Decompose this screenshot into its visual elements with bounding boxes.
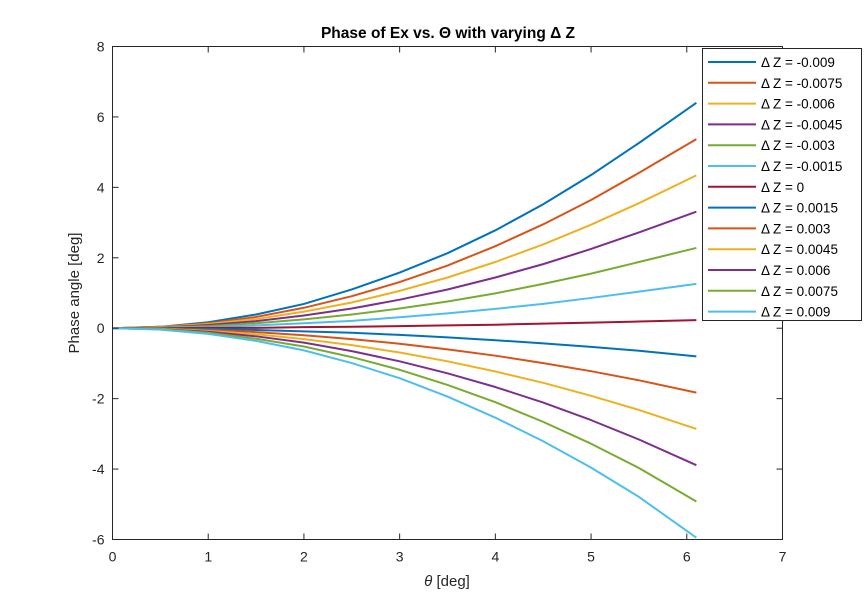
legend-label-8: Δ Z = 0.003 [761, 221, 830, 236]
x-axis-label-symbol: θ [424, 573, 432, 590]
y-tick-label: -2 [92, 391, 105, 407]
series-line-6 [112, 319, 697, 330]
y-tick-label: 4 [97, 179, 105, 195]
series-line-7 [112, 327, 697, 358]
x-axis-label: θ [deg] [424, 573, 470, 590]
series-line-10 [112, 327, 697, 467]
y-tick-label: -6 [92, 532, 105, 548]
series-line-4 [112, 246, 697, 330]
legend-label-2: Δ Z = -0.006 [761, 97, 835, 112]
x-axis: 0 1 2 3 4 5 6 7 [109, 46, 787, 565]
series-line-2 [112, 174, 697, 330]
legend: Δ Z = -0.009 Δ Z = -0.0075 Δ Z = -0.006 Δ Z… [702, 48, 862, 321]
legend-label-1: Δ Z = -0.0075 [761, 76, 842, 91]
series-line-11 [112, 327, 697, 503]
legend-label-9: Δ Z = 0.0045 [761, 242, 838, 257]
series-line-3 [112, 210, 697, 330]
legend-label-11: Δ Z = 0.0075 [761, 284, 838, 299]
legend-label-4: Δ Z = -0.003 [761, 138, 835, 153]
legend-label-3: Δ Z = -0.0045 [761, 117, 842, 132]
series-line-0 [112, 102, 697, 330]
legend-label-7: Δ Z = 0.0015 [761, 201, 838, 216]
legend-box [702, 48, 862, 321]
y-axis-label: Phase angle [deg] [66, 233, 83, 354]
x-tick-label: 4 [491, 549, 499, 565]
x-tick-label: 7 [779, 549, 787, 565]
legend-label-10: Δ Z = 0.006 [761, 263, 830, 278]
series-line-8 [112, 327, 697, 394]
x-axis-label-unit: [deg] [432, 573, 470, 590]
y-tick-label: 2 [97, 250, 105, 266]
chart-title: Phase of Ex vs. Θ with varying Δ Z [321, 25, 576, 42]
legend-label-6: Δ Z = 0 [761, 180, 804, 195]
legend-label-12: Δ Z = 0.009 [761, 305, 830, 320]
y-tick-label: 6 [97, 109, 105, 125]
x-tick-label: 3 [396, 549, 404, 565]
y-tick-label: 8 [97, 39, 105, 55]
y-axis: -6 -4 -2 0 2 4 6 8 [92, 39, 783, 548]
x-tick-label: 2 [300, 549, 308, 565]
legend-label-5: Δ Z = -0.0015 [761, 159, 842, 174]
x-tick-label: 5 [587, 549, 595, 565]
plot-lines [112, 102, 697, 539]
x-tick-label: 6 [683, 549, 691, 565]
y-tick-label: -4 [92, 461, 105, 477]
legend-label-0: Δ Z = -0.009 [761, 55, 835, 70]
x-tick-label: 0 [109, 549, 117, 565]
y-tick-label: 0 [97, 320, 105, 336]
x-tick-label: 1 [204, 549, 212, 565]
series-line-12 [112, 327, 697, 539]
